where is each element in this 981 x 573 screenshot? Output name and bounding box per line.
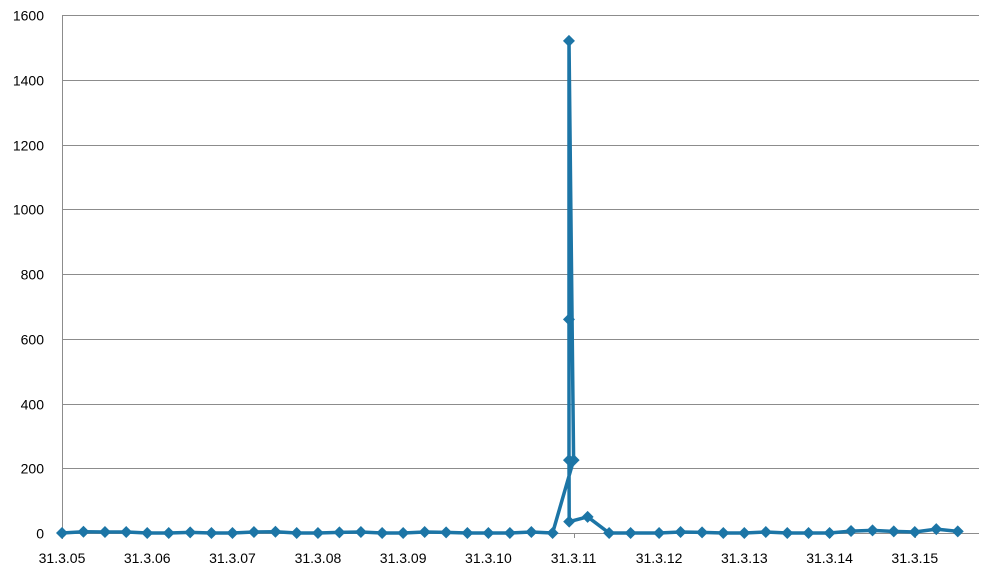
data-point-marker bbox=[226, 527, 239, 539]
data-point-marker bbox=[908, 526, 921, 539]
y-tick-label: 200 bbox=[21, 461, 45, 477]
data-point-marker bbox=[738, 527, 751, 539]
y-tick-label: 0 bbox=[36, 526, 44, 542]
data-point-marker bbox=[546, 527, 559, 539]
data-point-marker bbox=[562, 313, 575, 326]
x-tick-label: 31.3.07 bbox=[209, 550, 256, 566]
grid bbox=[62, 15, 979, 539]
data-point-marker bbox=[376, 527, 389, 539]
data-point-marker bbox=[581, 510, 594, 523]
data-point-marker bbox=[562, 454, 575, 467]
data-point-marker bbox=[503, 527, 516, 539]
x-tick-label: 31.3.13 bbox=[721, 550, 768, 566]
data-point-marker bbox=[162, 527, 175, 539]
data-point-marker bbox=[184, 526, 197, 539]
y-tick-label: 400 bbox=[21, 397, 45, 413]
y-tick-label: 1600 bbox=[13, 8, 44, 24]
data-point-marker bbox=[603, 527, 616, 539]
series-layer bbox=[56, 34, 964, 539]
y-tick-label: 1400 bbox=[13, 73, 44, 89]
data-point-marker bbox=[77, 525, 90, 538]
data-point-marker bbox=[440, 526, 453, 539]
y-axis-ticks: 0 200 400 600 800 1000 1200 1400 1600 bbox=[13, 8, 44, 542]
data-point-marker bbox=[461, 527, 474, 539]
data-point-marker bbox=[674, 526, 687, 539]
data-point-marker bbox=[205, 527, 218, 539]
data-point-marker bbox=[397, 527, 410, 539]
data-point-marker bbox=[951, 525, 964, 538]
data-point-marker bbox=[802, 527, 815, 539]
x-tick-label: 31.3.06 bbox=[124, 550, 171, 566]
data-point-marker bbox=[717, 527, 730, 539]
series-line bbox=[61, 39, 958, 535]
x-tick-label: 31.3.15 bbox=[891, 550, 938, 566]
x-tick-label: 31.3.05 bbox=[39, 550, 86, 566]
x-tick-label: 31.3.12 bbox=[636, 550, 683, 566]
data-point-marker bbox=[563, 515, 576, 528]
x-tick-label: 31.3.11 bbox=[551, 550, 597, 566]
data-point-marker bbox=[56, 527, 68, 539]
y-tick-label: 1000 bbox=[13, 202, 44, 218]
data-point-marker bbox=[759, 526, 772, 539]
data-point-marker bbox=[887, 525, 900, 538]
data-point-marker bbox=[333, 526, 346, 539]
x-tick-label: 31.3.09 bbox=[380, 550, 427, 566]
data-point-marker bbox=[418, 526, 431, 539]
data-point-marker bbox=[845, 525, 858, 538]
data-point-marker bbox=[247, 526, 260, 539]
x-tick-label: 31.3.08 bbox=[295, 550, 342, 566]
x-axis-ticks: 31.3.05 31.3.06 31.3.07 31.3.08 31.3.09 31.3.… bbox=[39, 533, 938, 566]
data-point-marker bbox=[696, 526, 709, 539]
data-point-marker bbox=[823, 527, 836, 539]
data-point-marker bbox=[525, 526, 538, 539]
x-tick-label: 31.3.14 bbox=[806, 550, 853, 566]
x-tick-label: 31.3.10 bbox=[465, 550, 512, 566]
data-point-marker bbox=[141, 527, 154, 539]
data-point-marker bbox=[653, 527, 666, 539]
data-point-marker bbox=[562, 34, 575, 47]
data-point-marker bbox=[866, 524, 879, 537]
y-tick-label: 800 bbox=[21, 267, 45, 283]
data-point-marker bbox=[624, 527, 637, 539]
data-point-marker bbox=[354, 526, 367, 539]
y-tick-label: 1200 bbox=[13, 138, 44, 154]
data-point-marker bbox=[120, 526, 133, 539]
data-point-marker bbox=[781, 527, 794, 539]
data-point-marker bbox=[311, 527, 324, 539]
data-point-marker bbox=[290, 527, 303, 539]
data-point-marker bbox=[482, 527, 495, 539]
data-point-marker bbox=[98, 526, 111, 539]
y-tick-label: 600 bbox=[21, 332, 45, 348]
data-point-marker bbox=[269, 525, 282, 538]
data-point-marker bbox=[930, 523, 943, 536]
